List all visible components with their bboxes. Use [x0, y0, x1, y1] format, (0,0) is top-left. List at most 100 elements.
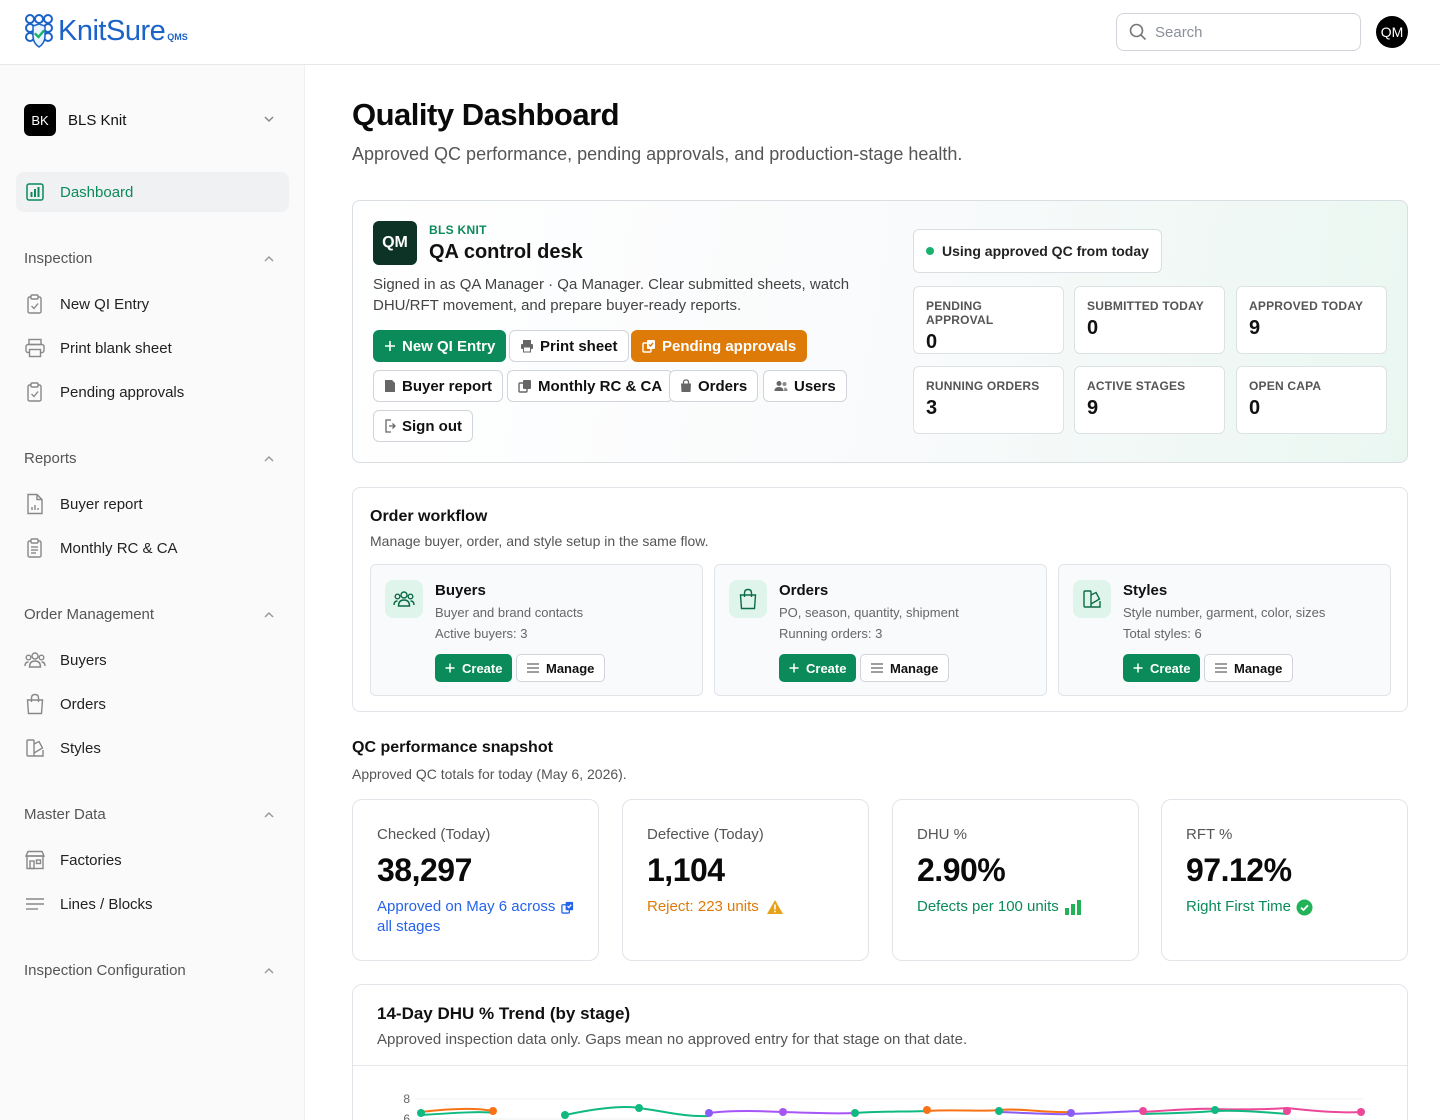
workflow-item-desc: PO, season, quantity, shipment — [779, 605, 959, 620]
clipboard-list-icon — [24, 537, 46, 559]
orders-button[interactable]: Orders — [669, 370, 759, 402]
sidebar-item-buyer-report[interactable]: Buyer report — [16, 484, 289, 524]
stat-running-orders: RUNNING ORDERS 3 — [913, 366, 1064, 434]
kpi-label: RFT % — [1186, 826, 1233, 843]
new-qi-entry-button[interactable]: New QI Entry — [373, 330, 507, 362]
page-title: Quality Dashboard — [352, 97, 620, 132]
plus-icon — [445, 663, 455, 673]
stat-value: 3 — [926, 397, 938, 419]
search-input[interactable] — [1155, 23, 1345, 41]
sidebar-item-dashboard[interactable]: Dashboard — [16, 172, 289, 212]
stat-label: RUNNING ORDERS — [926, 379, 1040, 393]
kpi-rft: RFT % 97.12% Right First Time — [1161, 799, 1408, 961]
brand-name: KnitSure — [58, 15, 166, 47]
y-tick-label: 8 — [403, 1092, 410, 1106]
buyer-report-button[interactable]: Buyer report — [373, 370, 504, 402]
clipboard-check-icon — [24, 293, 46, 315]
manage-styles-button[interactable]: Manage — [1204, 654, 1294, 682]
button-label: Sign out — [402, 417, 462, 435]
manage-orders-button[interactable]: Manage — [860, 654, 950, 682]
org-badge: BK — [24, 104, 56, 136]
sidebar-item-buyers[interactable]: Buyers — [16, 640, 289, 680]
document-icon — [384, 379, 396, 393]
button-label: Buyer report — [402, 377, 493, 395]
data-point — [417, 1109, 425, 1117]
kpi-note: Approved on May 6 across all stages — [377, 897, 577, 937]
section-label: Inspection — [24, 250, 93, 267]
plus-icon — [384, 340, 396, 352]
workflow-item-count: Active buyers: 3 — [435, 626, 528, 641]
kpi-note: Right First Time — [1186, 897, 1313, 917]
sidebar-item-label: Orders — [60, 695, 106, 713]
button-label: Users — [794, 377, 836, 395]
sidebar-item-lines-blocks[interactable]: Lines / Blocks — [16, 884, 289, 924]
create-buyer-button[interactable]: Create — [435, 654, 513, 682]
check-badge-icon — [1296, 899, 1313, 915]
bar-chart-icon — [1064, 899, 1081, 915]
role-badge: QM — [373, 221, 417, 265]
nav-section-inspection[interactable]: Inspection — [24, 250, 280, 267]
user-avatar[interactable]: QM — [1376, 16, 1408, 48]
sidebar-item-label: Pending approvals — [60, 383, 185, 401]
manage-buyers-button[interactable]: Manage — [516, 654, 606, 682]
print-sheet-button[interactable]: Print sheet — [509, 330, 629, 362]
lines-icon — [24, 893, 46, 915]
brand-logo[interactable]: KnitSure QMS — [22, 12, 188, 50]
approval-icon — [642, 339, 656, 353]
sidebar-item-monthly-rc-ca[interactable]: Monthly RC & CA — [16, 528, 289, 568]
workflow-item-styles: Styles Style number, garment, color, siz… — [1058, 564, 1391, 696]
users-button[interactable]: Users — [763, 370, 847, 402]
workflow-item-name: Buyers — [435, 582, 486, 599]
list-icon — [1215, 663, 1227, 673]
sidebar-item-factories[interactable]: Factories — [16, 840, 289, 880]
divider — [353, 1065, 1407, 1066]
sidebar-item-label: Buyers — [60, 651, 107, 669]
search-box[interactable] — [1116, 13, 1361, 51]
data-point — [489, 1107, 497, 1115]
data-point — [1283, 1107, 1291, 1115]
sidebar-item-pending-approvals[interactable]: Pending approvals — [16, 372, 289, 412]
monthly-rc-ca-button[interactable]: Monthly RC & CA — [507, 370, 674, 402]
create-order-button[interactable]: Create — [779, 654, 857, 682]
sidebar-item-print-blank-sheet[interactable]: Print blank sheet — [16, 328, 289, 368]
kpi-note: Reject: 223 units — [647, 897, 784, 917]
org-name: BLS Knit — [68, 111, 127, 129]
page-subtitle: Approved QC performance, pending approva… — [352, 144, 963, 164]
nav-section-inspection-configuration[interactable]: Inspection Configuration — [24, 962, 280, 979]
report-icon — [24, 493, 46, 515]
button-label: Manage — [546, 660, 595, 676]
sidebar-item-new-qi-entry[interactable]: New QI Entry — [16, 284, 289, 324]
sign-out-button[interactable]: Sign out — [373, 410, 473, 442]
kpi-dhu: DHU % 2.90% Defects per 100 units — [892, 799, 1139, 961]
series-line — [1142, 1106, 1362, 1114]
nav-section-reports[interactable]: Reports — [24, 450, 280, 467]
kpi-label: Defective (Today) — [647, 826, 764, 843]
data-point — [779, 1108, 787, 1116]
printer-icon — [24, 337, 46, 359]
sidebar-item-orders[interactable]: Orders — [16, 684, 289, 724]
warning-icon — [766, 900, 783, 914]
stat-approved-today: APPROVED TODAY 9 — [1236, 286, 1387, 354]
button-label: Print sheet — [540, 337, 618, 355]
dhu-trend-card: 14-Day DHU % Trend (by stage) Approved i… — [352, 984, 1408, 1120]
chevron-up-icon — [264, 455, 274, 462]
org-switcher[interactable]: BK BLS Knit — [24, 104, 280, 136]
sidebar-item-styles[interactable]: Styles — [16, 728, 289, 768]
swatch-icon — [1073, 580, 1111, 618]
pending-approvals-button[interactable]: Pending approvals — [631, 330, 808, 362]
nav-section-master-data[interactable]: Master Data — [24, 806, 280, 823]
users-icon — [24, 649, 46, 671]
sidebar-item-label: New QI Entry — [60, 295, 150, 313]
stat-value: 0 — [1249, 397, 1261, 419]
workflow-item-count: Running orders: 3 — [779, 626, 883, 641]
chevron-up-icon — [264, 255, 274, 262]
sidebar-item-label: Monthly RC & CA — [60, 539, 178, 557]
create-style-button[interactable]: Create — [1123, 654, 1201, 682]
nav-section-order-management[interactable]: Order Management — [24, 606, 280, 623]
sidebar-item-label: Buyer report — [60, 495, 143, 513]
workflow-item-name: Orders — [779, 582, 829, 599]
data-point — [705, 1109, 713, 1117]
list-icon — [871, 663, 883, 673]
qa-title: QA control desk — [429, 241, 583, 263]
y-tick-label: 6 — [403, 1112, 410, 1120]
